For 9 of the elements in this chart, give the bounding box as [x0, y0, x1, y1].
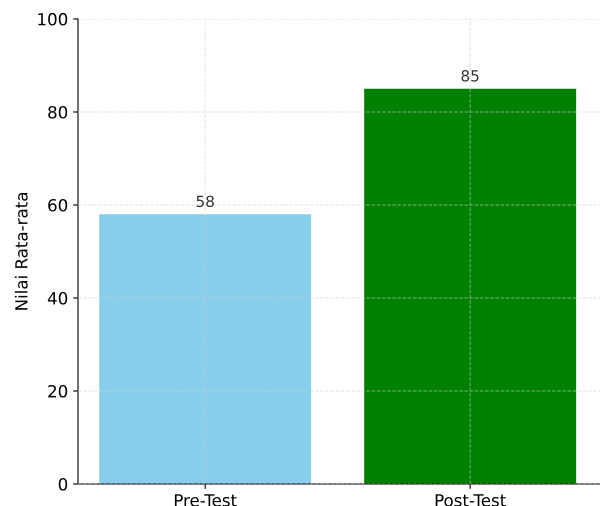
y-tick-label: 80 — [48, 106, 68, 119]
y-tick-label: 100 — [38, 12, 68, 26]
data-label: 58 — [196, 196, 214, 208]
y-tick-label: 0 — [58, 478, 68, 491]
y-axis-title: Nilai Rata-rata — [14, 193, 28, 310]
y-tick-label: 20 — [48, 384, 68, 398]
y-tick-label: 40 — [48, 292, 68, 305]
y-tick-label: 60 — [48, 198, 68, 212]
data-label: 85 — [461, 70, 479, 82]
